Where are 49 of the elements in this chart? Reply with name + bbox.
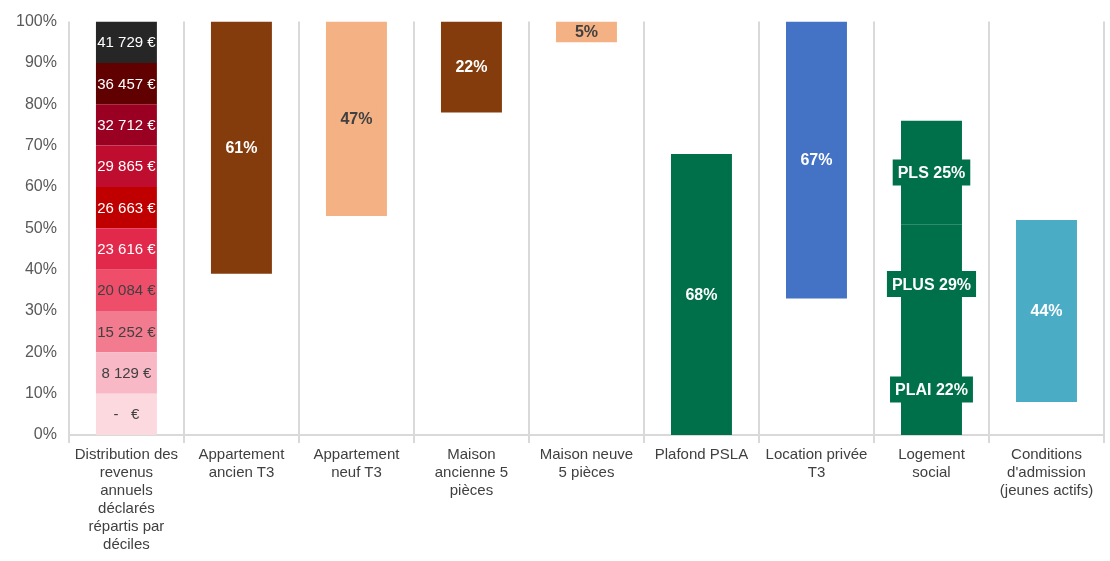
annotation: 8 129 € xyxy=(101,364,153,382)
annotation: 26 663 € xyxy=(97,198,157,216)
annotation: 36 457 € xyxy=(97,74,157,92)
y-tick-label: 80% xyxy=(24,94,57,112)
annotation: - € xyxy=(113,405,140,423)
annotation: 29 865 € xyxy=(97,157,157,175)
data-label: 68% xyxy=(685,285,718,303)
bar xyxy=(670,153,732,435)
x-tick-label: Maison neuve 5 pièces xyxy=(539,445,634,481)
x-tick-label: Maison ancienne 5 pièces xyxy=(434,445,509,499)
x-tick-label: Appartement neuf T3 xyxy=(313,445,401,481)
y-tick-label: 100% xyxy=(16,12,57,30)
data-label: 61% xyxy=(225,139,258,157)
y-tick-label: 10% xyxy=(24,384,57,402)
data-label: 22% xyxy=(455,58,488,76)
annotation: 32 712 € xyxy=(97,116,157,134)
y-tick-label: 60% xyxy=(24,177,57,195)
bar xyxy=(210,21,272,274)
y-tick-label: 90% xyxy=(24,53,57,71)
x-tick-label: Distribution des revenus annuels déclarés répartis par déciles xyxy=(74,445,179,553)
x-tick-label: Logement social xyxy=(898,445,966,481)
annotation: 41 729 € xyxy=(97,33,157,51)
y-tick-label: 40% xyxy=(24,260,57,278)
bar xyxy=(325,21,387,216)
x-tick-label: Conditions d'admission (jeunes actifs) xyxy=(999,445,1094,499)
data-label: PLUS 29% xyxy=(891,275,972,293)
data-label: 67% xyxy=(800,151,833,169)
y-tick-label: 0% xyxy=(33,425,57,443)
x-tick-label: Appartement ancien T3 xyxy=(198,445,286,481)
bar xyxy=(95,104,157,146)
y-tick-label: 30% xyxy=(24,301,57,319)
data-label: 44% xyxy=(1030,302,1063,320)
bar xyxy=(95,393,157,435)
x-tick-label: Plafond PSLA xyxy=(654,445,749,463)
data-label: 47% xyxy=(340,110,373,128)
data-label: PLAI 22% xyxy=(895,380,968,398)
data-label: PLS 25% xyxy=(897,163,966,181)
annotation: 20 084 € xyxy=(97,281,157,299)
y-tick-label: 50% xyxy=(24,218,57,236)
bar xyxy=(786,21,847,299)
y-tick-label: 20% xyxy=(24,342,57,360)
data-label: 5% xyxy=(574,23,599,41)
y-tick-label: 70% xyxy=(24,136,57,154)
annotation: 15 252 € xyxy=(97,322,157,340)
bar xyxy=(1016,220,1077,402)
bar xyxy=(95,352,157,394)
annotation: 23 616 € xyxy=(97,240,157,258)
x-tick-label: Location privée T3 xyxy=(765,445,868,481)
bar xyxy=(95,228,157,270)
